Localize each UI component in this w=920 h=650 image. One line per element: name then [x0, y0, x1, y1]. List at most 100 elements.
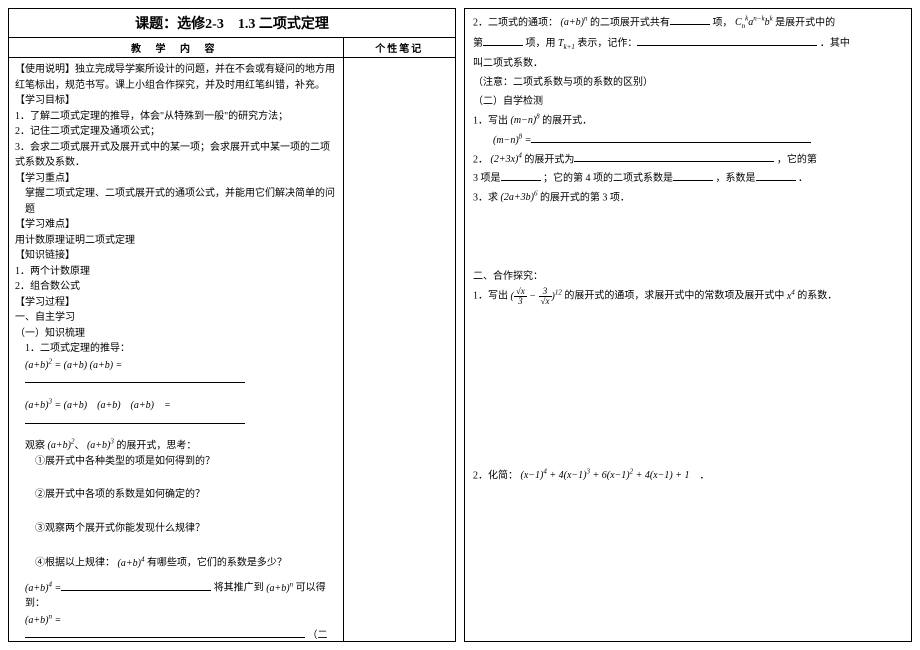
expr3-f: (2a+3b)6	[501, 192, 538, 203]
blank	[25, 374, 245, 383]
abn: (a+b)n	[266, 583, 293, 594]
mn8eq-f: (m−n)8 =	[493, 135, 531, 146]
q1: ①展开式中各种类型的项是如何得到的？	[15, 454, 337, 470]
q3: ③观察两个展开式你能发现什么规律？	[15, 521, 337, 537]
derive-label: 1．二项式定理的推导：	[15, 341, 337, 357]
notes-column	[344, 58, 456, 641]
main-content: 【使用说明】独立完成导学案所设计的问题，并在不会或有疑问的地方用红笔标出，规范书…	[9, 58, 344, 641]
c2a: 2．	[473, 154, 488, 165]
ab3: (a+b)3	[87, 440, 114, 451]
prob-1: 1．写出 (√x3 − 3√x)12 的展开式的通项，求展开式中的常数项及展开式…	[473, 286, 903, 306]
blank	[756, 172, 796, 181]
link-2: 2．组合数公式	[15, 279, 337, 295]
header-content: 教 学 内 容	[9, 38, 344, 57]
item-2b: 第 项，用 Tk+1 表示，记作： ．其中	[473, 34, 903, 54]
goal-2: 2．记住二项式定理及通项公式；	[15, 124, 337, 140]
check-3: 3．求 (2a+3b)6 的展开式的第 3 项．	[473, 188, 903, 207]
obs-a: 观察	[25, 440, 45, 451]
frac-expr: (√x3 − 3√x)12	[511, 291, 562, 302]
i2i: 叫二项式系数．	[473, 54, 903, 73]
i2h: ．其中	[820, 38, 850, 49]
c2g: ．	[798, 173, 808, 184]
check-1-ans: (m−n)8 =	[473, 130, 903, 149]
i2c: 项，	[712, 17, 732, 28]
ab4: (a+b)4	[118, 558, 145, 569]
eq-ab3: (a+b)3 = (a+b) (a+b) (a+b) =	[15, 397, 337, 429]
c3a: 3．求	[473, 192, 498, 203]
eq-ab2: (a+b)2 = (a+b) (a+b) =	[15, 357, 337, 389]
c1b: 的展开式．	[542, 115, 592, 126]
i2d: 是展开式中的	[775, 17, 835, 28]
ab3-lhs: (a+b)3 = (a+b) (a+b) (a+b) =	[25, 400, 171, 411]
column-headers: 教 学 内 容 个性笔记	[9, 38, 455, 58]
tk1-f: Tk+1	[558, 38, 575, 49]
coop-label: 二、合作探究：	[473, 267, 903, 286]
expr2-f: (2+3x)4	[491, 154, 522, 165]
i2e: 第	[473, 38, 483, 49]
ext-a: 将其推广到	[214, 583, 264, 594]
link-label: 【知识链接】	[15, 248, 337, 264]
c2f: ，系数是	[716, 173, 756, 184]
c2c: ，它的第	[777, 154, 817, 165]
link-1: 1．两个计数原理	[15, 264, 337, 280]
i2f: 项，用	[526, 38, 556, 49]
blank	[501, 172, 541, 181]
ab2-lhs: (a+b)2 = (a+b) (a+b) =	[25, 360, 122, 371]
comb-label: （一）知识梳理	[15, 326, 337, 342]
self-study: 一、自主学习	[15, 310, 337, 326]
poly-f: (x−1)4 + 4(x−1)3 + 6(x−1)2 + 4(x−1) + 1	[521, 470, 690, 481]
blank	[531, 134, 811, 143]
i2b: 的二项展开式共有	[590, 17, 670, 28]
blank	[25, 629, 305, 638]
ab4-lhs: (a+b)4 =	[25, 583, 61, 594]
usage-label: 【使用说明】	[15, 64, 75, 75]
check-1: 1．写出 (m−n)8 的展开式．	[473, 111, 903, 130]
blank	[637, 37, 817, 46]
abn-lhs: (a+b)n =	[25, 615, 61, 626]
ab2: (a+b)2	[48, 440, 75, 451]
content-columns: 【使用说明】独立完成导学案所设计的问题，并在不会或有疑问的地方用红笔标出，规范书…	[9, 58, 455, 641]
eq-ab4: (a+b)4 = 将其推广到 (a+b)n 可以得到：	[15, 579, 337, 611]
i2g: 表示，记作：	[577, 38, 637, 49]
blank	[673, 172, 713, 181]
eq-abn: (a+b)n = （二项式定理）	[15, 612, 337, 641]
usage-block: 【使用说明】独立完成导学案所设计的问题，并在不会或有疑问的地方用红笔标出，规范书…	[15, 62, 337, 93]
right-page: 2．二项式的通项： (a+b)n 的二项展开式共有 项， Cnkan−kbk 是…	[464, 8, 912, 642]
lesson-title: 课题：选修2-3 1.3 二项式定理	[9, 9, 455, 38]
p1b: 的展开式的通项，求展开式中的常数项及展开式中	[564, 291, 784, 302]
cnk-f: Cnkan−kbk	[735, 17, 773, 28]
q4-a: ④根据以上规律：	[35, 558, 115, 569]
left-page: 课题：选修2-3 1.3 二项式定理 教 学 内 容 个性笔记 【使用说明】独立…	[8, 8, 456, 642]
c2e: ；它的第 4 项的二项式系数是	[543, 173, 673, 184]
c1a: 1．写出	[473, 115, 508, 126]
diff-text: 用计数原理证明二项式定理	[15, 233, 337, 249]
p1c: 的系数．	[797, 291, 837, 302]
c2b: 的展开式为	[524, 154, 574, 165]
obs-b: 的展开式，思考：	[116, 440, 196, 451]
focus-label: 【学习重点】	[15, 171, 337, 187]
focus-text: 掌握二项式定理、二项式展开式的通项公式，并能用它们解决简单的问题	[15, 186, 337, 217]
q2: ②展开式中各项的系数是如何确定的？	[15, 487, 337, 503]
i2a: 2．二项式的通项：	[473, 17, 558, 28]
self-check: （二）自学检测	[473, 92, 903, 111]
item-2: 2．二项式的通项： (a+b)n 的二项展开式共有 项， Cnkan−kbk 是…	[473, 13, 903, 34]
header-notes: 个性笔记	[344, 38, 456, 57]
blank	[670, 16, 710, 25]
proc-label: 【学习过程】	[15, 295, 337, 311]
diff-label: 【学习难点】	[15, 217, 337, 233]
blank	[483, 37, 523, 46]
observe-line: 观察 (a+b)2、 (a+b)3 的展开式，思考：	[15, 437, 337, 454]
q4: ④根据以上规律： (a+b)4 有哪些项，它们的系数是多少？	[15, 554, 337, 571]
check-2b: 3 项是 ；它的第 4 项的二项式系数是 ，系数是 ．	[473, 169, 903, 188]
right-content: 2．二项式的通项： (a+b)n 的二项展开式共有 项， Cnkan−kbk 是…	[465, 9, 911, 489]
abn-f: (a+b)n	[561, 17, 588, 28]
prob-2: 2．化简： (x−1)4 + 4(x−1)3 + 6(x−1)2 + 4(x−1…	[473, 466, 903, 485]
p2a: 2．化简：	[473, 470, 518, 481]
x4-f: x4	[787, 291, 795, 302]
blank	[25, 415, 245, 424]
goal-label: 【学习目标】	[15, 93, 337, 109]
blank	[574, 153, 774, 162]
note: （注意：二项式系数与项的系数的区别）	[473, 73, 903, 92]
goal-1: 1．了解二项式定理的推导，体会"从特殊到一般"的研究方法；	[15, 109, 337, 125]
goal-3: 3．会求二项式展开式及展开式中的某一项；会求展开式中某一项的二项式系数及系数．	[15, 140, 337, 171]
